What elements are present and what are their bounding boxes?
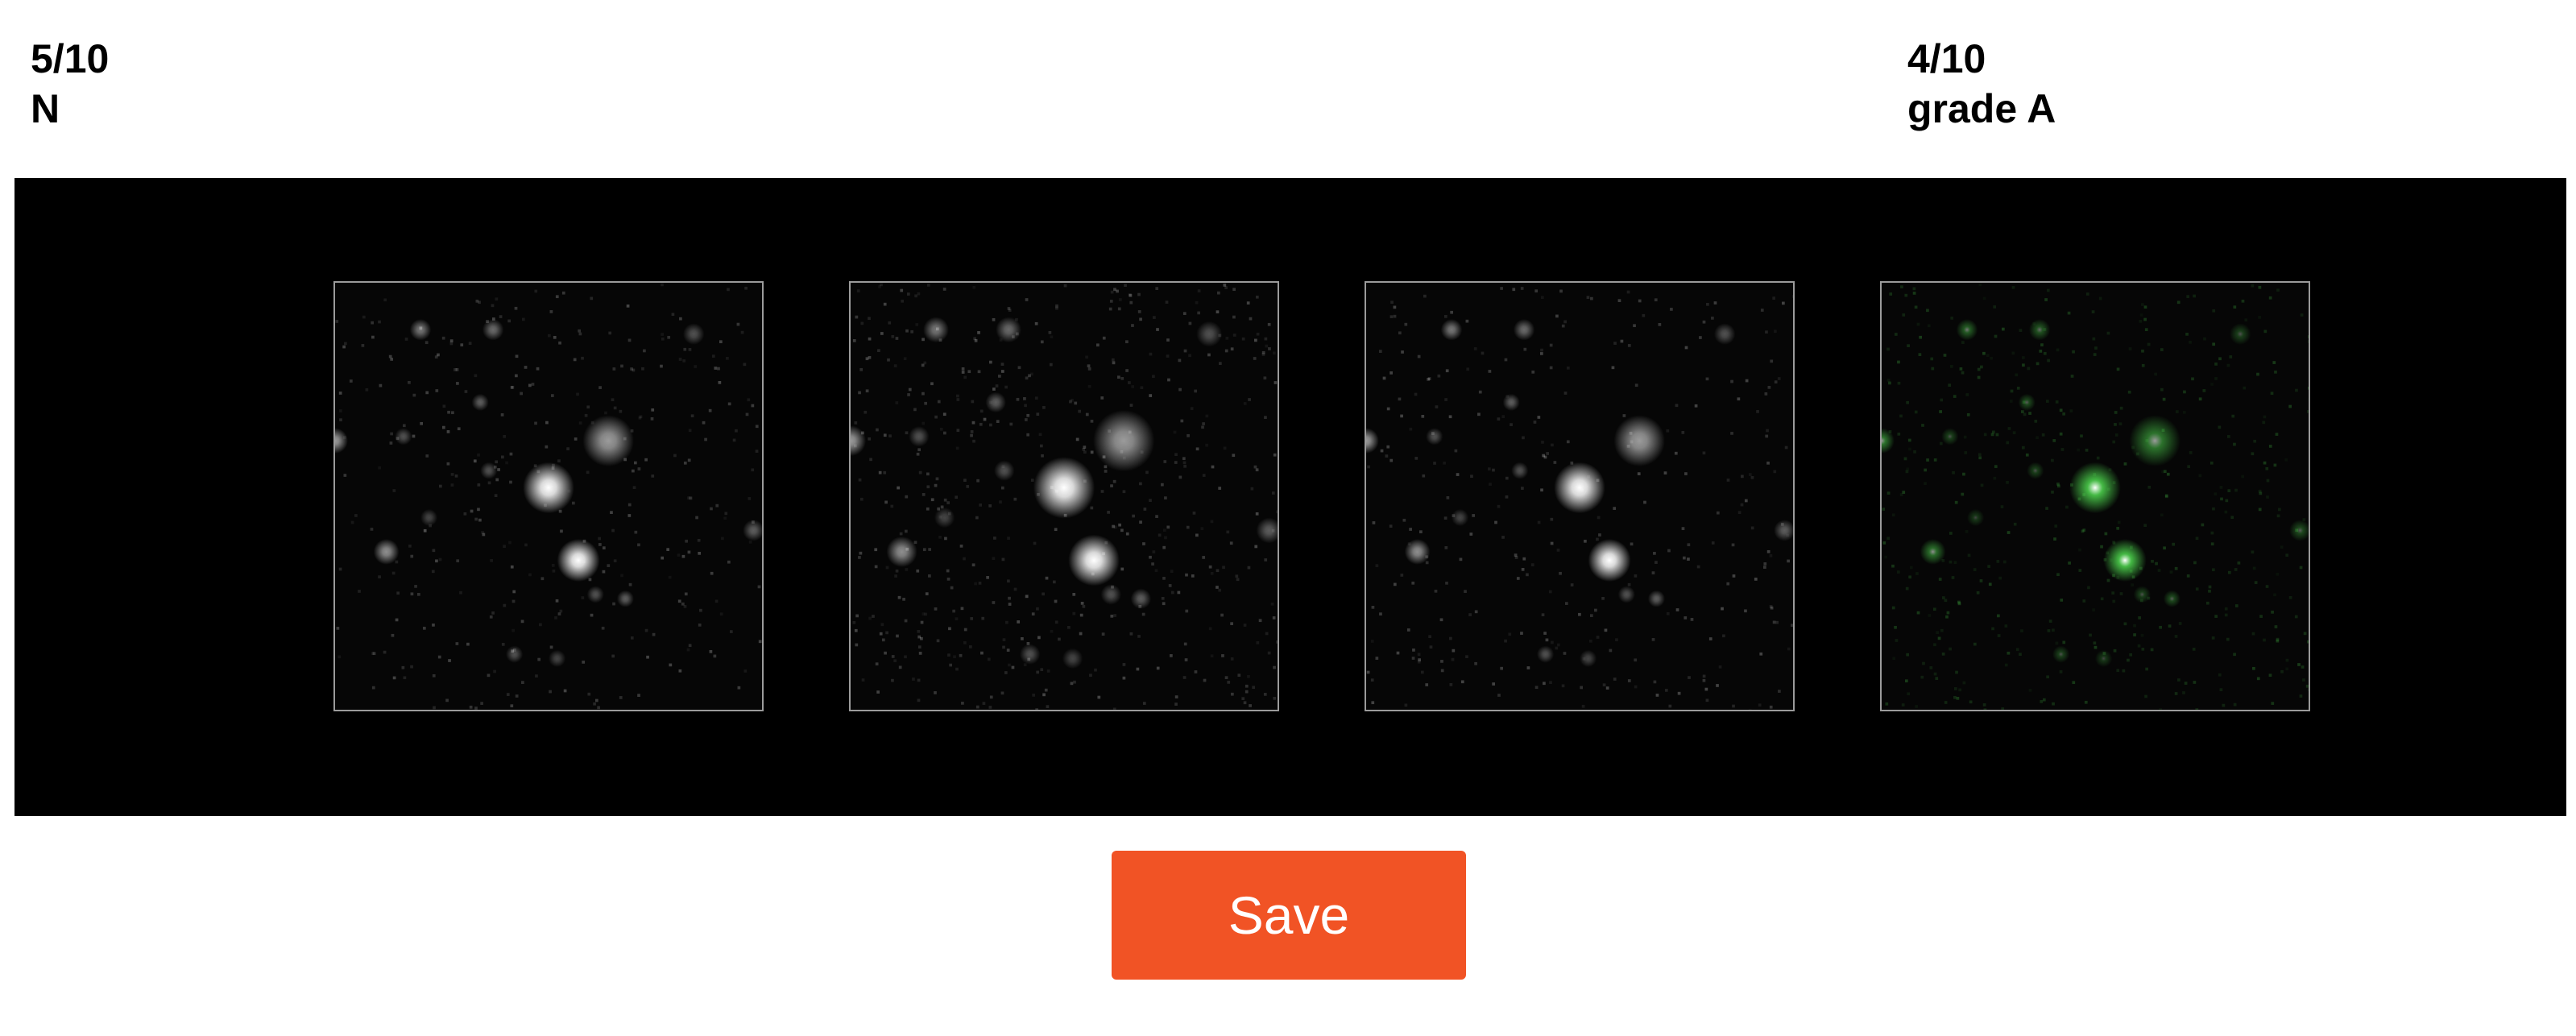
left-count-label: 5/10 — [31, 36, 110, 81]
right-grade-label: grade A — [1907, 86, 2056, 131]
cutout-panel-3 — [1365, 281, 1795, 711]
left-label-block: 5/10 N — [31, 34, 109, 134]
image-viewer — [14, 178, 2566, 816]
right-count-label: 4/10 — [1907, 36, 1986, 81]
left-classification-label: N — [31, 86, 60, 131]
cutout-panel-1 — [333, 281, 764, 711]
cutout-panel-2 — [849, 281, 1279, 711]
right-label-block: 4/10 grade A — [1907, 34, 2056, 134]
save-button[interactable]: Save — [1112, 851, 1466, 980]
cutout-panel-4 — [1880, 281, 2310, 711]
